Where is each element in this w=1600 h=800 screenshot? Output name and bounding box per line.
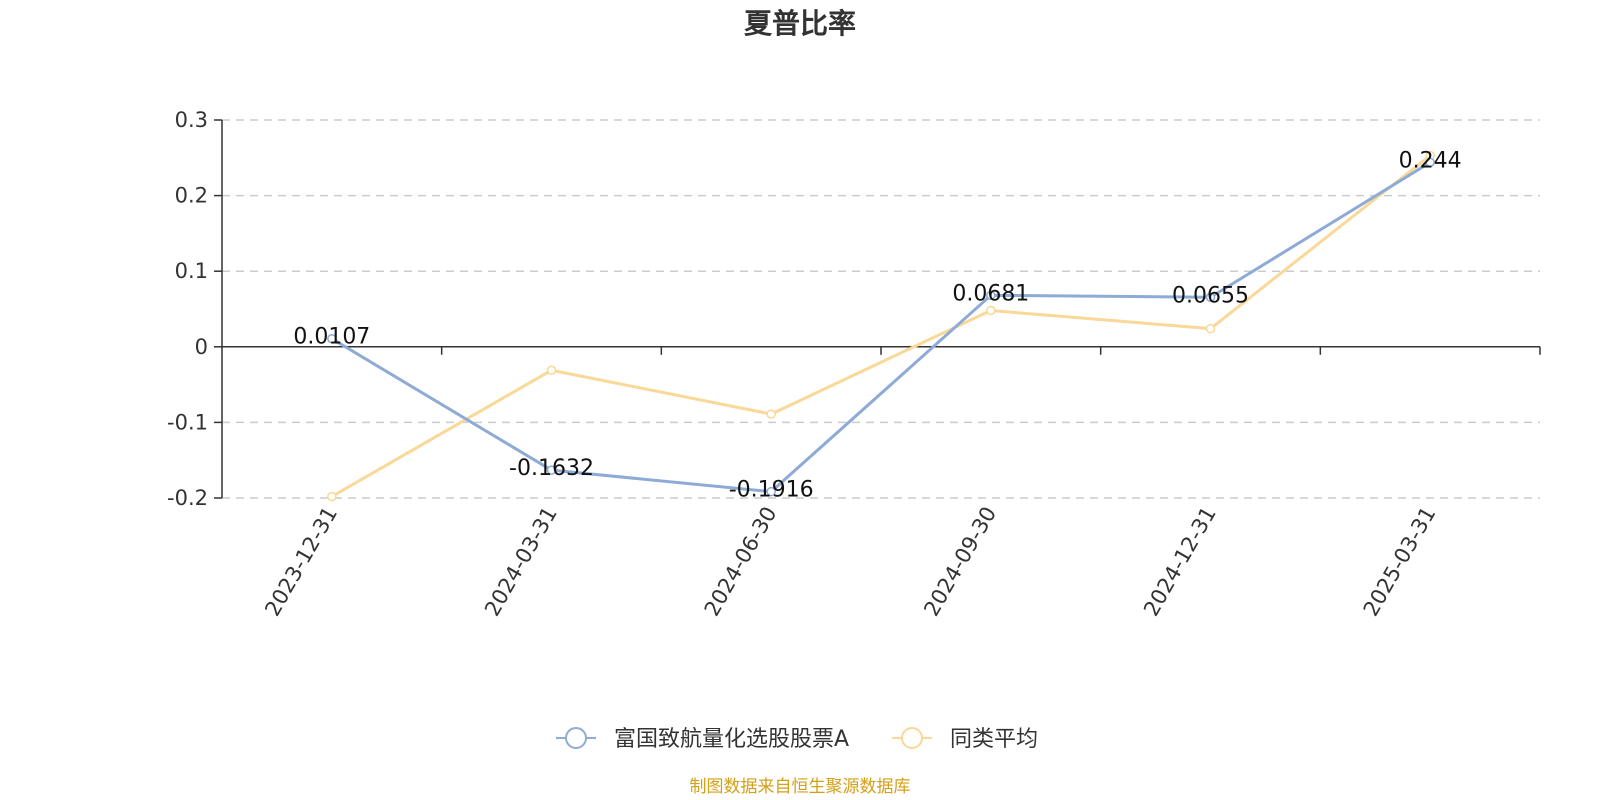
y-tick-label: 0.3 bbox=[175, 108, 208, 132]
grid-lines bbox=[222, 119, 1540, 499]
data-point-peer[interactable] bbox=[327, 491, 337, 502]
x-tick-label: 2023-12-31 bbox=[260, 503, 342, 621]
y-tick-label: -0.2 bbox=[167, 486, 208, 510]
data-label-fund: 0.0107 bbox=[293, 325, 370, 350]
source-note: 制图数据来自恒生聚源数据库 bbox=[690, 777, 911, 797]
series-lines bbox=[327, 150, 1435, 502]
legend-item-peer[interactable]: 同类平均 bbox=[892, 727, 1038, 752]
data-label-fund: -0.1916 bbox=[729, 478, 814, 503]
data-point-fund[interactable] bbox=[1205, 292, 1216, 303]
y-tick-label: -0.1 bbox=[167, 410, 208, 434]
data-label-fund: 0.0655 bbox=[1172, 283, 1249, 308]
y-tick-label: 0.2 bbox=[175, 184, 208, 208]
data-point-fund[interactable] bbox=[546, 465, 557, 475]
x-tick-label: 2024-12-31 bbox=[1139, 503, 1221, 621]
data-point-fund[interactable] bbox=[986, 290, 996, 301]
legend-peer-circle-icon bbox=[901, 727, 923, 749]
data-label-fund: 0.0681 bbox=[952, 281, 1029, 306]
series-line-fund bbox=[331, 161, 1431, 494]
legend[interactable]: 富国致航量化选股股票A 同类平均 bbox=[556, 727, 1038, 752]
data-point-peer[interactable] bbox=[986, 305, 996, 316]
data-point-peer[interactable] bbox=[1205, 323, 1216, 334]
data-label-fund: 0.244 bbox=[1399, 148, 1462, 173]
data-labels: 0.0107 -0.1632 -0.1916 0.0681 0.0655 0.244 bbox=[293, 148, 1461, 502]
legend-item-fund[interactable]: 富国致航量化选股股票A bbox=[556, 727, 849, 752]
data-label-fund: -0.1632 bbox=[509, 456, 594, 481]
x-tick-label: 2024-06-30 bbox=[700, 503, 782, 621]
legend-fund-circle-icon bbox=[565, 727, 587, 749]
x-tick-label: 2025-03-31 bbox=[1359, 503, 1441, 621]
series-line-peer bbox=[331, 154, 1432, 498]
data-point-fund[interactable] bbox=[766, 486, 776, 497]
data-point-peer[interactable] bbox=[766, 409, 776, 419]
x-tick-label: 2024-03-31 bbox=[480, 503, 562, 621]
y-tick-label: 0.1 bbox=[175, 259, 208, 283]
x-tick-label: 2024-09-30 bbox=[919, 502, 1001, 620]
chart-title: 夏普比率 bbox=[744, 7, 856, 40]
legend-peer-label: 同类平均 bbox=[950, 727, 1038, 752]
data-point-peer[interactable] bbox=[546, 365, 557, 375]
y-tick-label: 0 bbox=[195, 335, 208, 359]
data-point-fund[interactable] bbox=[327, 333, 337, 344]
data-point-fund[interactable] bbox=[1425, 157, 1435, 168]
legend-fund-label: 富国致航量化选股股票A bbox=[614, 727, 849, 752]
